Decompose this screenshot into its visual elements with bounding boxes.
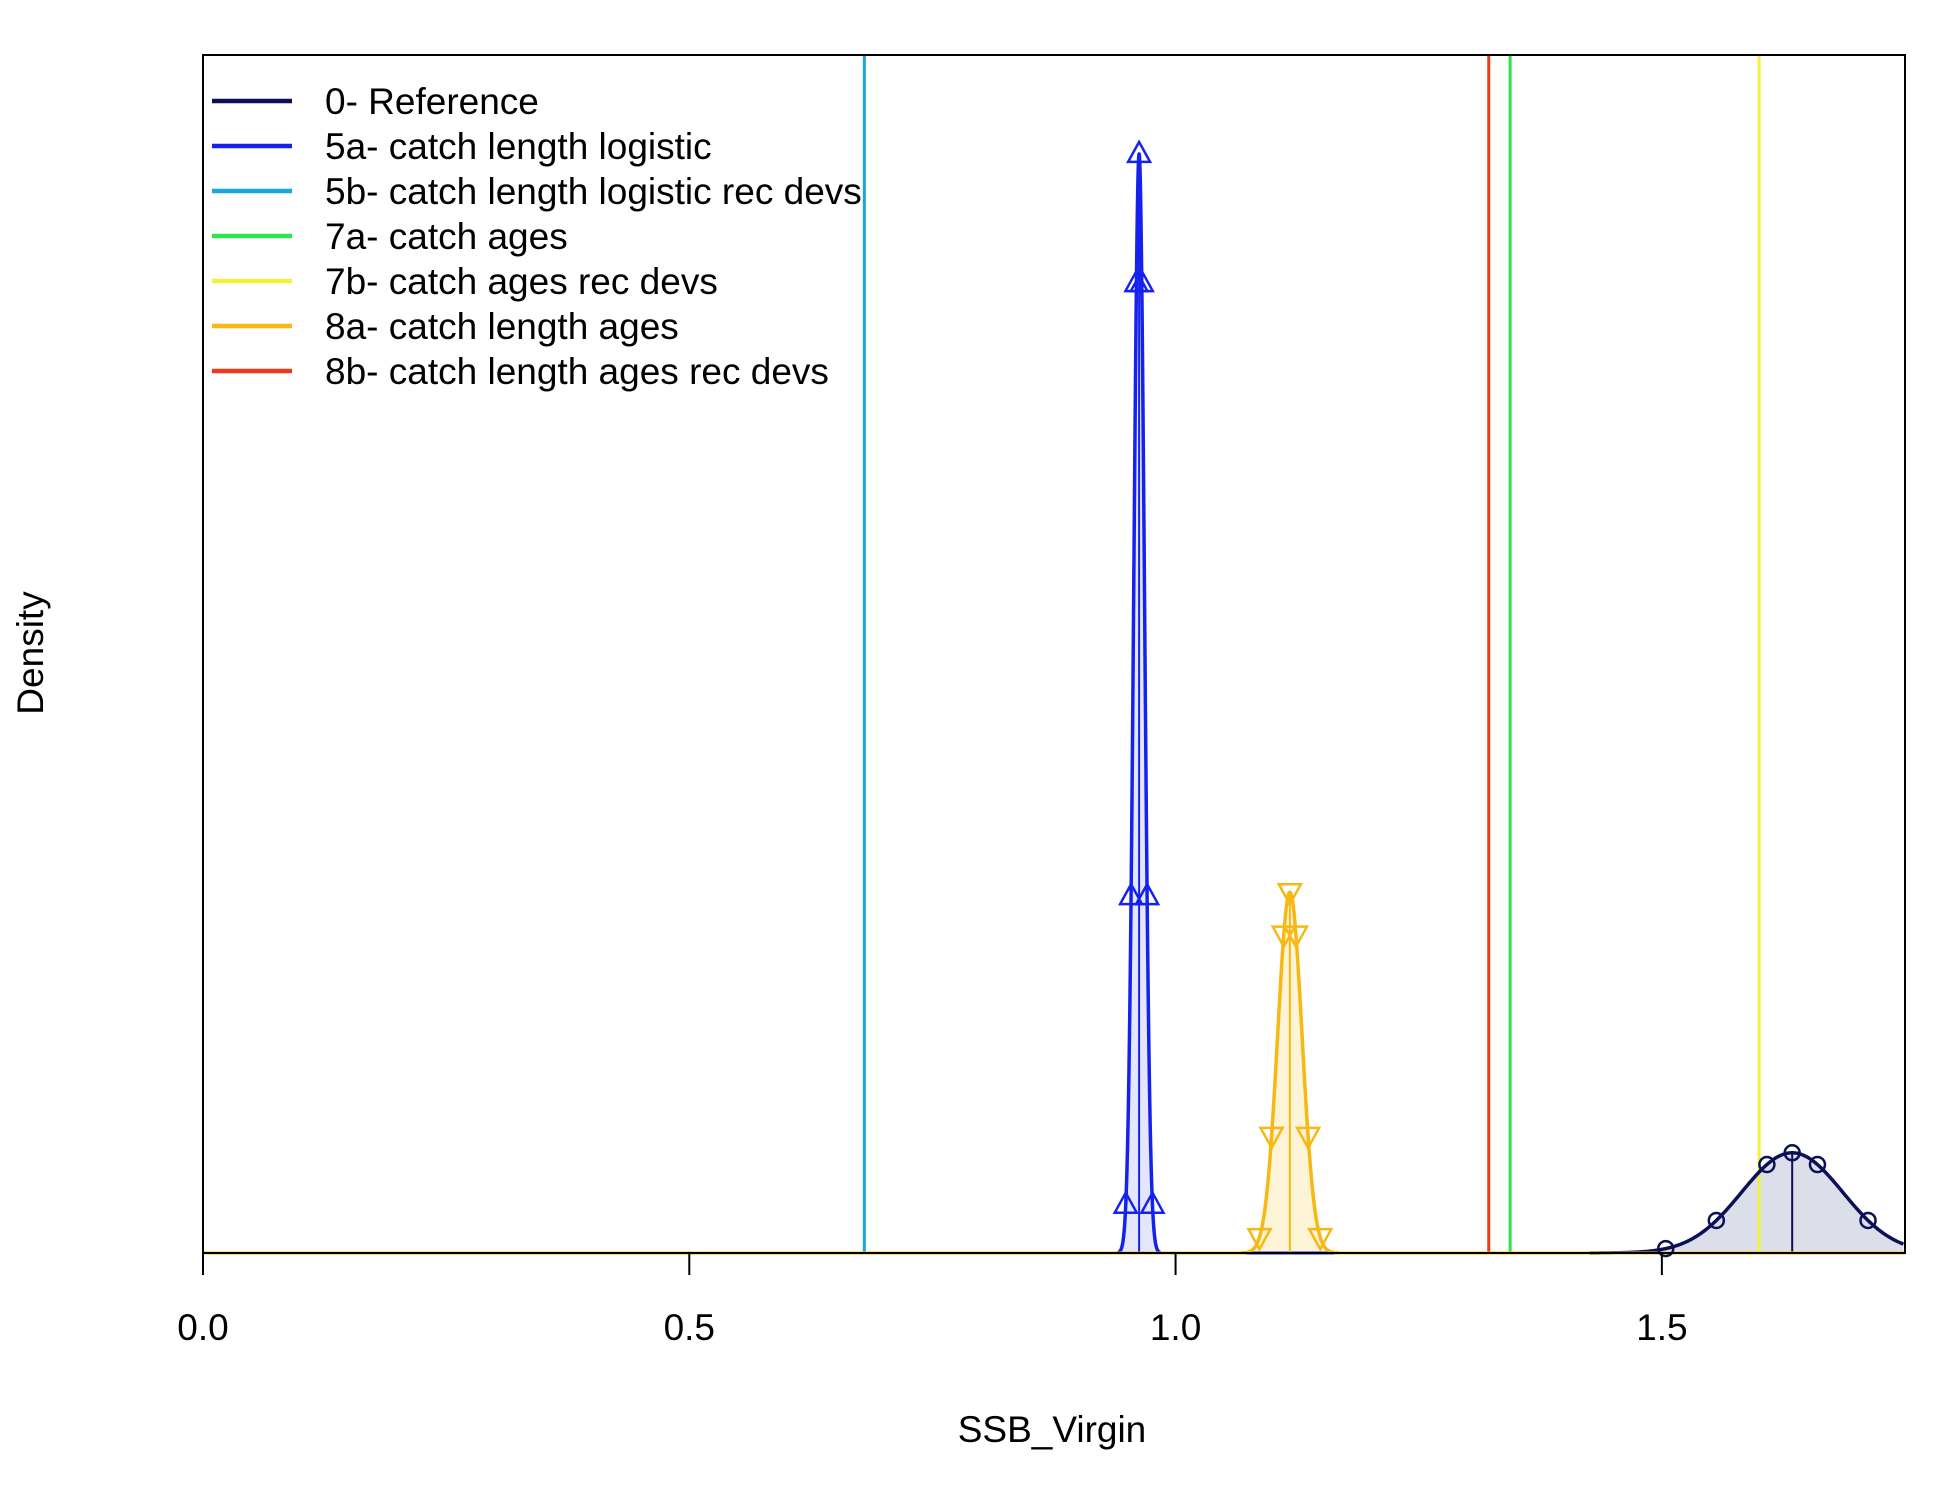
marker-8a-catch-length-ages-0 — [1246, 1227, 1273, 1252]
marker-0-reference-5 — [1859, 1211, 1877, 1230]
marker-8a-catch-length-ages-3 — [1276, 883, 1303, 907]
legend-label-8b-catch-length-ages-rec-devs: 8b- catch length ages rec devs — [325, 351, 829, 392]
marker-5a-catch-length-logistic-6 — [1139, 1190, 1166, 1214]
legend-label-0-reference: 0- Reference — [325, 81, 539, 122]
marker-5a-catch-length-logistic-3 — [1125, 139, 1153, 164]
x-axis-title: SSB_Virgin — [958, 1409, 1147, 1450]
legend-label-5a-catch-length-logistic: 5a- catch length logistic — [325, 126, 712, 167]
marker-0-reference-0 — [1656, 1239, 1675, 1258]
legend-label-8a-catch-length-ages: 8a- catch length ages — [325, 306, 679, 347]
fill-0-reference — [1589, 1152, 1904, 1253]
x-tick-label-1.5: 1.5 — [1636, 1307, 1687, 1348]
curve-8a-catch-length-ages — [1239, 890, 1340, 1255]
legend-label-7a-catch-ages: 7a- catch ages — [325, 216, 568, 257]
density-markers — [1112, 139, 1877, 1258]
marker-5a-catch-length-logistic-0 — [1112, 1190, 1139, 1214]
x-axis: 0.0 0.5 1.0 1.5 — [177, 1252, 1688, 1348]
marker-5a-catch-length-logistic-5 — [1134, 881, 1161, 906]
marker-8a-catch-length-ages-1 — [1258, 1126, 1285, 1151]
x-tick-label-1.0: 1.0 — [1150, 1307, 1201, 1348]
marker-0-reference-3 — [1783, 1144, 1801, 1162]
marker-0-reference-1 — [1707, 1211, 1726, 1230]
reference-lines — [862, 55, 1761, 1253]
marker-5a-catch-length-logistic-4 — [1128, 268, 1155, 293]
legend-label-7b-catch-ages-rec-devs: 7b- catch ages rec devs — [325, 261, 718, 302]
marker-0-reference-4 — [1808, 1155, 1827, 1174]
marker-5a-catch-length-logistic-1 — [1117, 881, 1145, 906]
legend-label-5b-catch-length-logistic-rec-devs: 5b- catch length logistic rec devs — [325, 171, 862, 212]
x-tick-label-0.0: 0.0 — [177, 1307, 228, 1348]
marker-8a-catch-length-ages-5 — [1294, 1126, 1322, 1151]
marker-0-reference-2 — [1758, 1155, 1776, 1174]
marker-8a-catch-length-ages-6 — [1307, 1227, 1334, 1252]
marker-8a-catch-length-ages-4 — [1282, 925, 1310, 950]
y-axis-title: Density — [10, 591, 51, 715]
x-tick-label-0.5: 0.5 — [664, 1307, 715, 1348]
